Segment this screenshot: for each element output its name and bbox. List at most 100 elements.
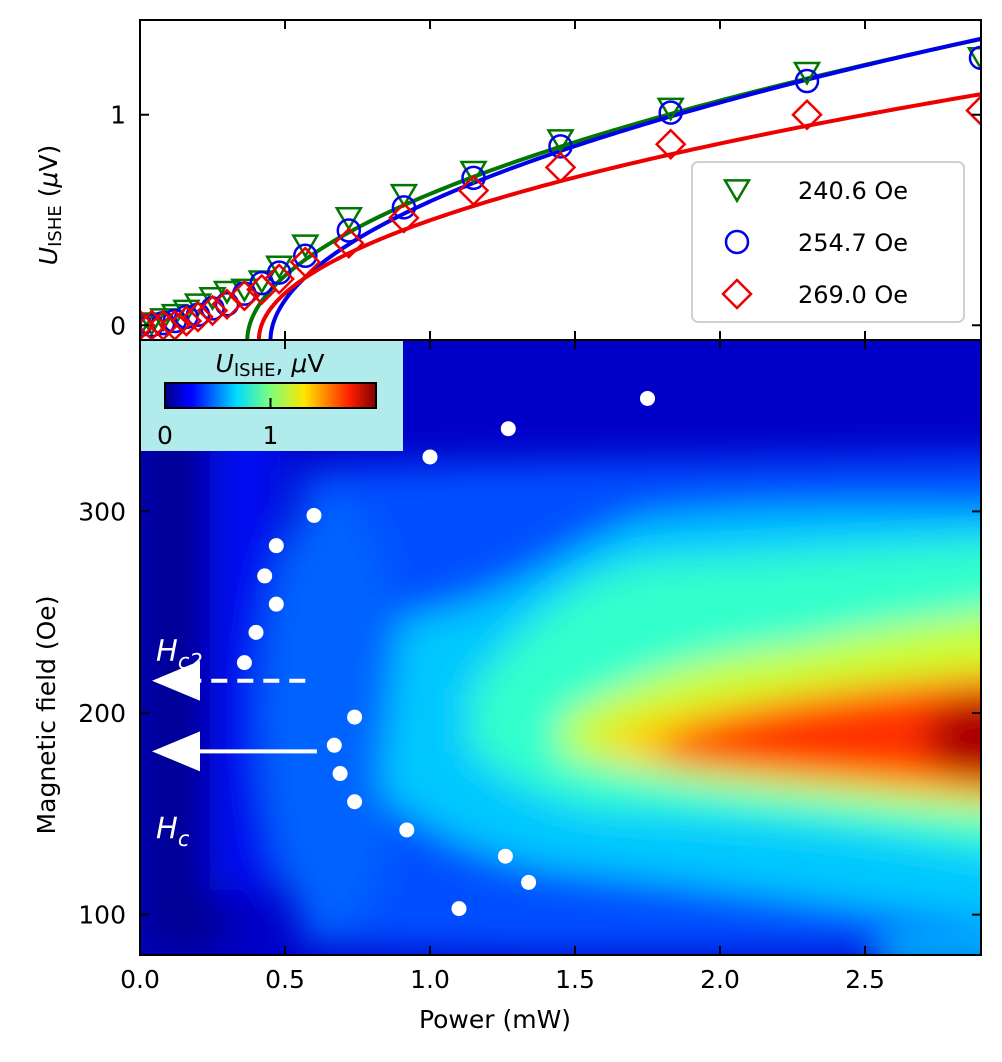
data-point — [149, 308, 178, 333]
resonance-point — [306, 507, 322, 523]
resonance-point — [332, 766, 348, 782]
data-point — [249, 270, 275, 296]
annotation-arrow-head — [152, 660, 200, 701]
top-ytick-label: 0 — [110, 311, 126, 340]
colorbar-tick-label: 1 — [263, 421, 279, 450]
resonance-point — [257, 568, 273, 584]
annotation-main: H — [156, 811, 178, 845]
heatmap-wing-left — [260, 495, 400, 935]
resonance-point — [497, 848, 513, 864]
resonance-point — [236, 655, 252, 671]
y-axis-label: Magnetic field (Oe) — [32, 596, 61, 835]
xtick-label: 0.0 — [120, 965, 160, 994]
annotation-main: H — [156, 634, 178, 668]
xtick-label: 2.5 — [845, 965, 885, 994]
heatmap-field — [140, 340, 981, 955]
data-point — [196, 294, 229, 327]
legend-marker — [722, 179, 752, 204]
legend-label: 254.7 Oe — [798, 229, 908, 257]
bottom-frame — [139, 339, 982, 956]
data-point — [391, 195, 417, 220]
data-point — [182, 301, 214, 333]
colorbar-label-unit: V — [307, 349, 324, 378]
fit-curve-1 — [268, 36, 981, 340]
data-point — [791, 98, 823, 131]
top-ylabel-sub: ISHE — [45, 205, 66, 247]
colorbar-tick-label: 0 — [157, 421, 173, 450]
top-ytick-label: 1 — [110, 101, 126, 130]
data-point — [263, 263, 295, 295]
data-point — [289, 246, 322, 278]
top-ylabel-main: U — [34, 247, 63, 265]
data-point — [544, 151, 577, 184]
resonance-point — [326, 737, 342, 753]
annotation-label: Hc — [156, 811, 190, 851]
xtick-label: 0.5 — [265, 965, 305, 994]
data-point — [461, 165, 486, 191]
data-point — [656, 97, 685, 122]
data-point — [211, 288, 243, 320]
heatmap-band-red — [660, 680, 981, 790]
resonance-point — [521, 874, 537, 890]
top-ylabel-unit-pre: ( — [34, 188, 63, 206]
data-point — [334, 207, 363, 232]
data-point — [654, 128, 687, 160]
heatmap-peak — [925, 698, 981, 778]
ytick-label: 100 — [78, 901, 126, 930]
data-point — [140, 309, 156, 340]
data-point — [548, 134, 573, 159]
data-point — [794, 68, 820, 94]
legend-label: 269.0 Oe — [798, 281, 908, 309]
annotation-label: Hc2 — [156, 634, 203, 674]
top-ylabel-unit-post: V) — [34, 145, 63, 172]
resonance-point — [640, 390, 655, 406]
fit-curve-2 — [256, 92, 981, 340]
resonance-point — [399, 822, 415, 838]
data-point — [230, 278, 259, 303]
data-point — [546, 129, 575, 154]
xtick-label: 1.5 — [555, 965, 595, 994]
data-point — [658, 100, 683, 125]
xtick-label: 2.0 — [700, 965, 740, 994]
data-point — [266, 260, 292, 285]
data-point — [170, 305, 203, 337]
resonance-point — [451, 901, 467, 917]
legend-box — [691, 161, 965, 323]
annotation-arrow-head — [152, 731, 200, 772]
resonance-point — [268, 538, 284, 554]
resonance-point — [347, 709, 363, 725]
data-point — [389, 183, 419, 209]
resonance-point — [500, 421, 516, 437]
annotation-sub: c2 — [178, 650, 203, 674]
data-point — [336, 218, 362, 243]
data-point — [333, 227, 365, 259]
data-point — [457, 174, 490, 207]
data-point — [293, 243, 318, 269]
data-markers — [140, 45, 981, 340]
annotation-sub: c — [178, 827, 190, 851]
colorbar-label-mu: μ — [290, 349, 307, 378]
ytick-label: 300 — [78, 497, 126, 526]
resonance-points — [236, 390, 655, 917]
colorbar-label: UISHE, μV — [216, 349, 325, 381]
colorbar-label-main: U — [216, 349, 234, 378]
resonance-point — [422, 449, 438, 465]
colorbar-label-sub: ISHE — [234, 360, 276, 381]
data-point — [965, 94, 981, 127]
data-point — [459, 160, 488, 185]
heatmap-bottom-glow — [880, 940, 981, 955]
top-ticks: 01 — [110, 20, 981, 340]
legend: 240.6 Oe 254.7 Oe 269.0 Oe — [691, 161, 965, 323]
ytick-label: 200 — [78, 699, 126, 728]
data-point — [265, 255, 294, 280]
top-ylabel: UISHE (μV) — [34, 145, 66, 265]
legend-marker — [724, 229, 750, 255]
colorbar-label-sep: , — [276, 349, 292, 378]
resonance-point — [248, 624, 264, 640]
